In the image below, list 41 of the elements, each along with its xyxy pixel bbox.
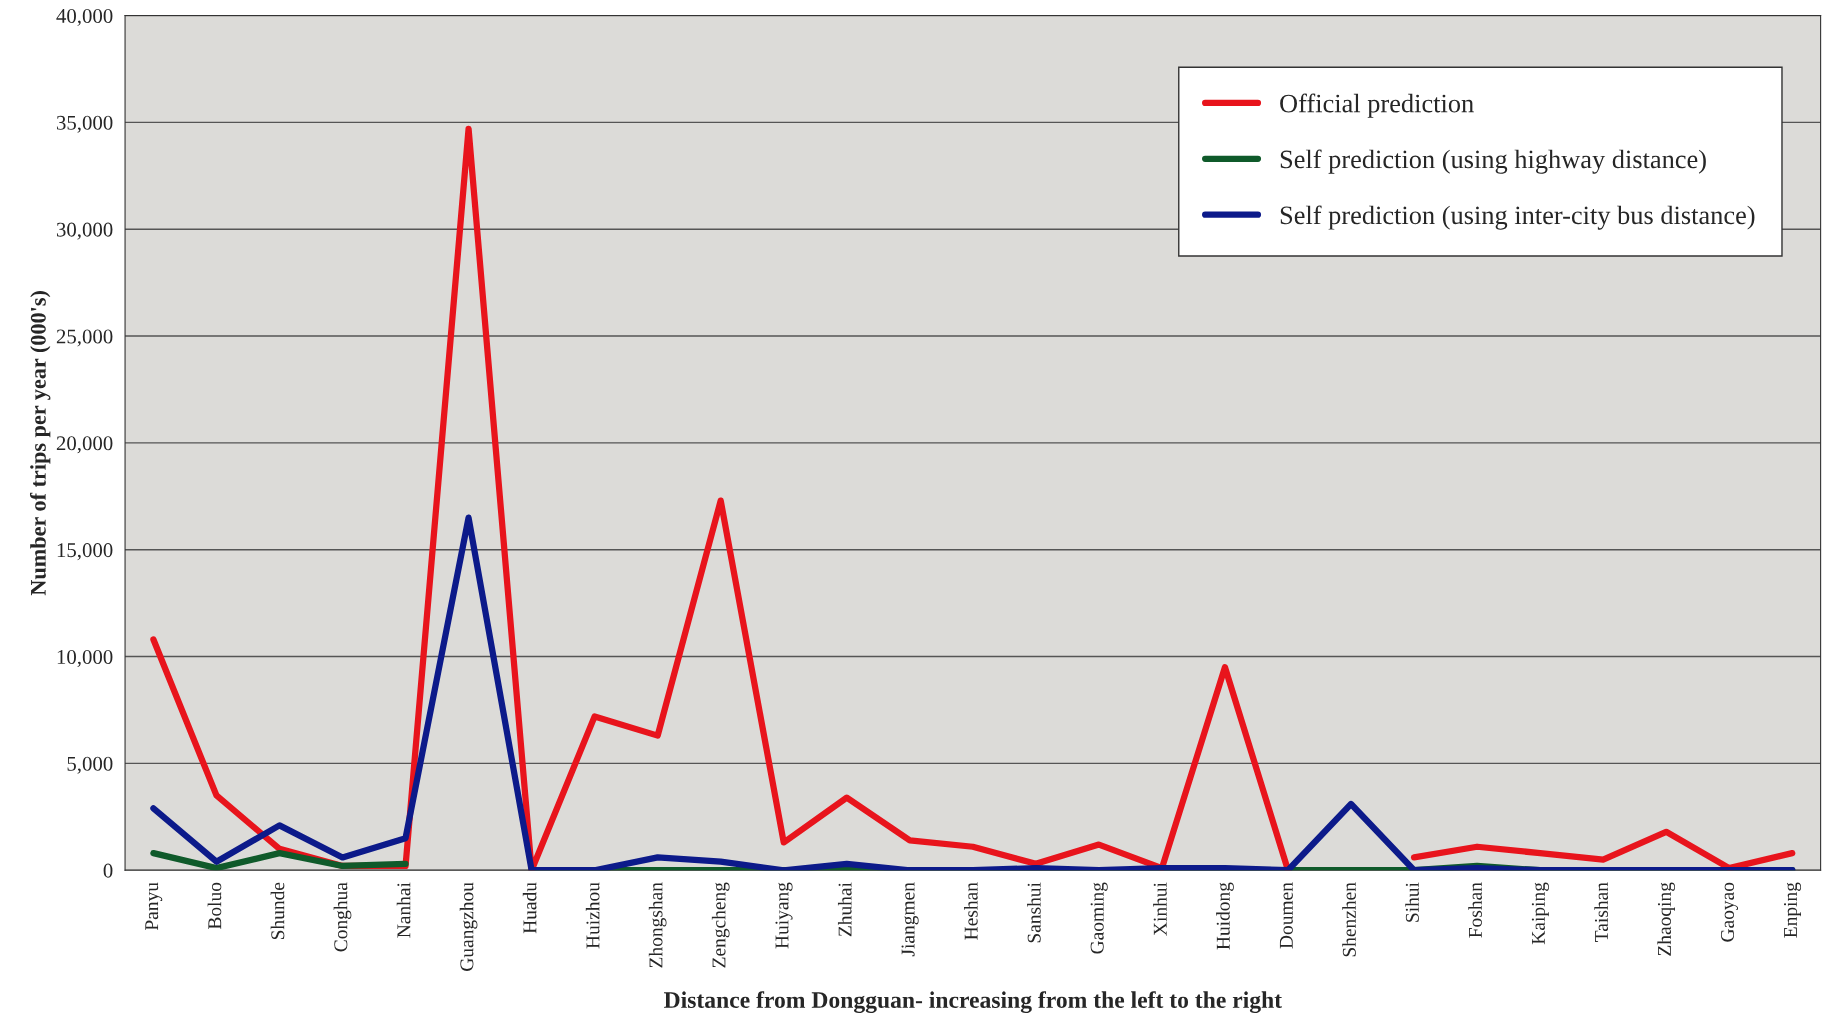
y-tick-label: 40,000 [56,8,113,26]
x-tick-label: Shenzhen [1342,882,1356,957]
y-tick-label: 20,000 [56,436,113,454]
x-tick-label: Foshan [1468,882,1482,938]
x-tick-label: Panyu [145,882,163,931]
x-tick-label: Heshan [964,882,978,940]
x-tick-label: Jiangmen [901,882,919,957]
y-tick-label: 0 [103,863,113,878]
x-tick-label: Conghua [333,882,352,952]
x-tick-label: Zhongshan [648,882,667,968]
y-tick-label: 30,000 [56,222,113,240]
y-axis-title: Number of trips per year (000's) [29,291,51,596]
x-tick-label: Gaoming [1090,882,1108,954]
x-tick-label: Zengcheng [711,882,730,968]
legend-label: Official prediction [1280,93,1474,118]
y-tick-label: 35,000 [56,115,113,133]
x-tick-label: Guangzhou [459,882,478,971]
x-tick-label: Huiyang [775,882,793,949]
legend-label: Self prediction (using inter-city bus distance) [1280,205,1755,230]
x-tick-label: Xinhui [1153,882,1167,936]
y-tick-label: 10,000 [57,649,113,667]
y-tick-label: 25,000 [56,329,113,347]
x-tick-label: Enping [1783,882,1802,938]
x-tick-label: Zhaoqing [1657,882,1676,956]
x-tick-label: Gaoyao [1720,882,1739,942]
x-tick-label: Shunde [270,882,285,940]
y-tick-label: 15,000 [57,543,113,561]
x-tick-label: Kaiping [1531,882,1549,945]
x-tick-label: Doumen [1279,882,1293,949]
x-axis-title: Distance from Dongguan- increasing from the left to the right [664,991,1282,1013]
x-tick-label: Sihui [1405,882,1419,922]
x-tick-label: Boluo [207,882,222,930]
x-tick-label: Taishan [1594,882,1609,942]
x-tick-label: Huizhou [585,882,600,949]
x-tick-label: Huadu [522,882,537,934]
legend-label: Self prediction (using highway distance) [1280,149,1706,174]
x-tick-label: Nanhai [396,882,411,938]
x-tick-label: Zhuhai [837,882,852,937]
x-tick-label: Huidong [1216,882,1234,950]
x-tick-label: Sanshui [1027,882,1041,943]
y-tick-label: 5,000 [67,756,113,774]
